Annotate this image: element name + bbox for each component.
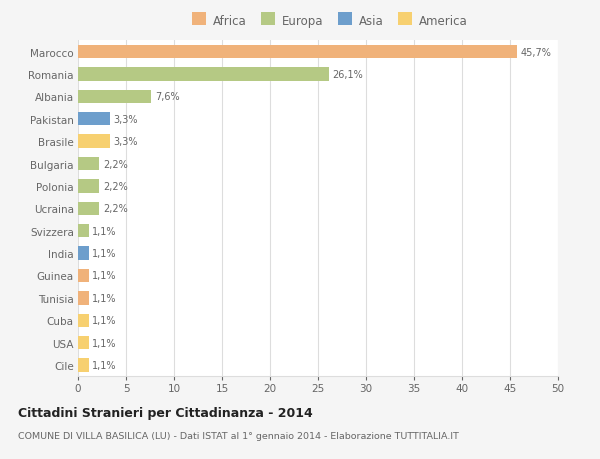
Text: 2,2%: 2,2% <box>103 181 128 191</box>
Bar <box>78 291 89 305</box>
Text: 45,7%: 45,7% <box>521 47 551 57</box>
Bar <box>78 157 99 171</box>
Text: 1,1%: 1,1% <box>92 315 117 325</box>
Bar <box>78 68 329 82</box>
Bar <box>78 90 151 104</box>
Bar <box>78 46 517 59</box>
Text: 26,1%: 26,1% <box>332 70 363 80</box>
Text: 1,1%: 1,1% <box>92 271 117 281</box>
Bar <box>78 358 89 372</box>
Bar <box>78 224 89 238</box>
Text: Cittadini Stranieri per Cittadinanza - 2014: Cittadini Stranieri per Cittadinanza - 2… <box>18 406 313 419</box>
Text: 1,1%: 1,1% <box>92 248 117 258</box>
Bar <box>78 336 89 350</box>
Bar <box>78 135 110 149</box>
Text: 1,1%: 1,1% <box>92 293 117 303</box>
Text: 1,1%: 1,1% <box>92 226 117 236</box>
Text: 7,6%: 7,6% <box>155 92 179 102</box>
Text: 2,2%: 2,2% <box>103 204 128 214</box>
Bar <box>78 314 89 327</box>
Text: 3,3%: 3,3% <box>113 114 138 124</box>
Bar <box>78 247 89 260</box>
Bar <box>78 202 99 216</box>
Text: 3,3%: 3,3% <box>113 137 138 147</box>
Text: COMUNE DI VILLA BASILICA (LU) - Dati ISTAT al 1° gennaio 2014 - Elaborazione TUT: COMUNE DI VILLA BASILICA (LU) - Dati IST… <box>18 431 459 441</box>
Legend: Africa, Europa, Asia, America: Africa, Europa, Asia, America <box>190 13 470 30</box>
Text: 1,1%: 1,1% <box>92 338 117 348</box>
Bar <box>78 180 99 193</box>
Text: 2,2%: 2,2% <box>103 159 128 169</box>
Bar <box>78 269 89 283</box>
Text: 1,1%: 1,1% <box>92 360 117 370</box>
Bar <box>78 113 110 126</box>
